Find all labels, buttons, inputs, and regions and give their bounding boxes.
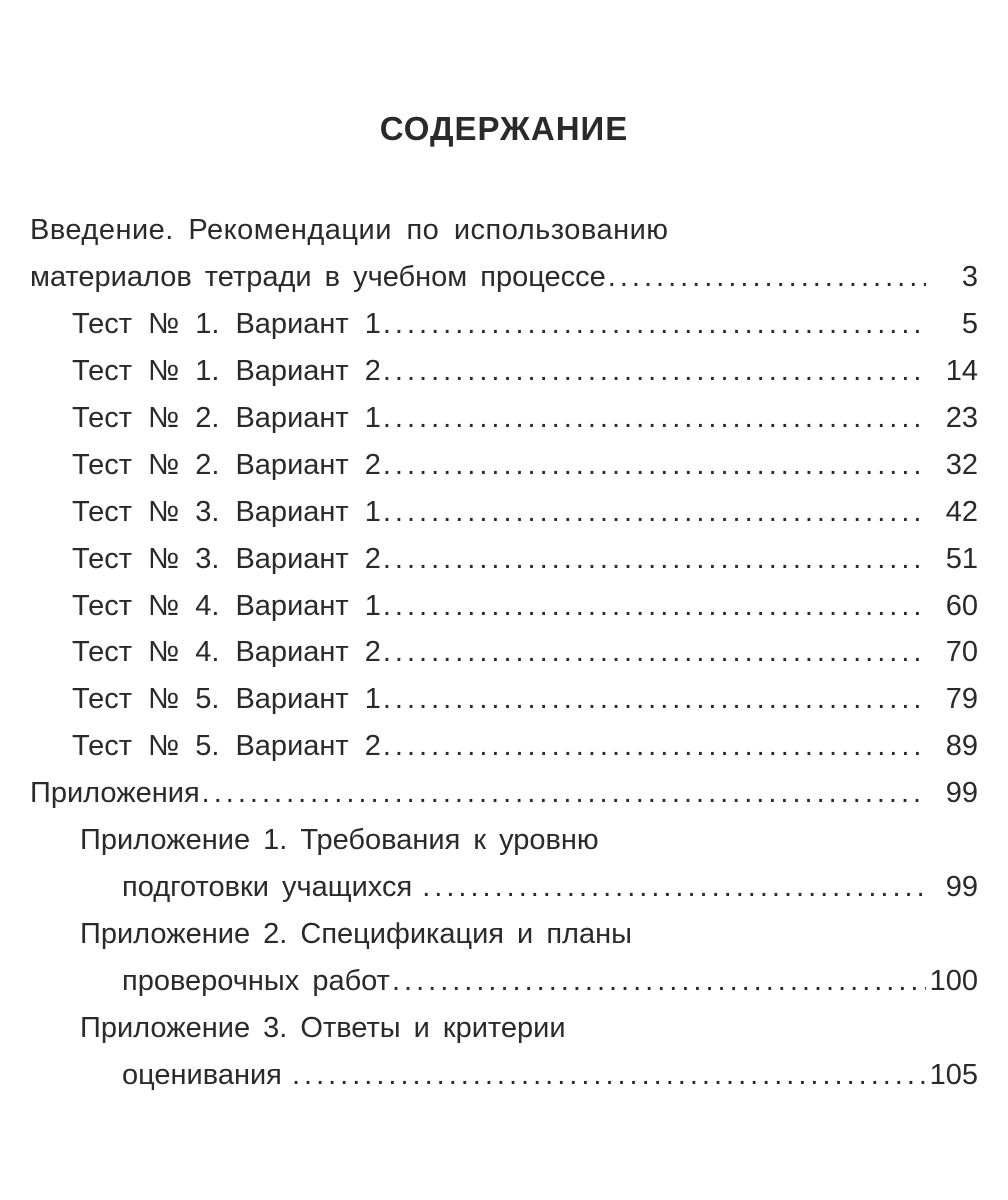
test-page: 32 — [928, 443, 978, 488]
test-page: 60 — [928, 584, 978, 629]
toc-entry-test: Тест № 3. Вариант 2 51 — [30, 537, 978, 582]
appendices-page: 99 — [928, 771, 978, 816]
test-label: Тест № 4. Вариант 2 — [72, 630, 381, 675]
toc-entry-test: Тест № 1. Вариант 1 5 — [30, 302, 978, 347]
appendix-label-cont: оценивания — [122, 1053, 282, 1098]
toc-entry-test: Тест № 4. Вариант 1 60 — [30, 584, 978, 629]
dot-leader — [292, 1053, 926, 1098]
dot-leader — [383, 724, 926, 769]
toc-entry-test: Тест № 2. Вариант 2 32 — [30, 443, 978, 488]
test-page: 42 — [928, 490, 978, 535]
appendix-line1: Приложение 3. Ответы и критерии — [30, 1006, 978, 1051]
dot-leader — [202, 771, 926, 816]
appendix-line1: Приложение 1. Требования к уровню — [30, 818, 978, 863]
intro-page: 3 — [928, 255, 978, 300]
appendix-label-cont: подготовки учащихся — [122, 865, 412, 910]
toc-title: СОДЕРЖАНИЕ — [30, 110, 978, 148]
intro-line1: Введение. Рекомендации по использованию — [30, 208, 978, 253]
appendices-header: Приложения 99 — [30, 771, 978, 816]
appendix-label-cont: проверочных работ — [122, 959, 390, 1004]
appendix-line1: Приложение 2. Спецификация и планы — [30, 912, 978, 957]
appendix-line2: проверочных работ 100 — [30, 959, 978, 1004]
dot-leader — [383, 443, 926, 488]
test-page: 14 — [928, 349, 978, 394]
appendices-label: Приложения — [30, 771, 200, 816]
spacer — [412, 865, 420, 910]
toc-entry-test: Тест № 4. Вариант 2 70 — [30, 630, 978, 675]
toc-body: Введение. Рекомендации по использованию … — [30, 208, 978, 1098]
test-page: 23 — [928, 396, 978, 441]
toc-entry-test: Тест № 2. Вариант 1 23 — [30, 396, 978, 441]
dot-leader — [383, 396, 926, 441]
spacer — [282, 1053, 290, 1098]
test-label: Тест № 5. Вариант 2 — [72, 724, 381, 769]
dot-leader — [383, 490, 926, 535]
test-label: Тест № 2. Вариант 1 — [72, 396, 381, 441]
appendix-page: 99 — [928, 865, 978, 910]
dot-leader — [383, 349, 926, 394]
appendix-line2: оценивания 105 — [30, 1053, 978, 1098]
test-label: Тест № 3. Вариант 2 — [72, 537, 381, 582]
test-label: Тест № 5. Вариант 1 — [72, 677, 381, 722]
test-page: 51 — [928, 537, 978, 582]
toc-entry-test: Тест № 5. Вариант 2 89 — [30, 724, 978, 769]
appendix-page: 105 — [928, 1053, 978, 1098]
dot-leader — [392, 959, 926, 1004]
test-label: Тест № 3. Вариант 1 — [72, 490, 381, 535]
dot-leader — [383, 630, 926, 675]
dot-leader — [383, 677, 926, 722]
test-label: Тест № 4. Вариант 1 — [72, 584, 381, 629]
dot-leader — [383, 584, 926, 629]
test-page: 5 — [928, 302, 978, 347]
toc-entry-test: Тест № 1. Вариант 2 14 — [30, 349, 978, 394]
appendix-page: 100 — [928, 959, 978, 1004]
test-page: 89 — [928, 724, 978, 769]
dot-leader — [422, 865, 926, 910]
toc-entry-test: Тест № 5. Вариант 1 79 — [30, 677, 978, 722]
appendix-line2: подготовки учащихся 99 — [30, 865, 978, 910]
dot-leader — [608, 255, 926, 300]
test-label: Тест № 2. Вариант 2 — [72, 443, 381, 488]
test-label: Тест № 1. Вариант 2 — [72, 349, 381, 394]
toc-entry-test: Тест № 3. Вариант 1 42 — [30, 490, 978, 535]
intro-label: материалов тетради в учебном процессе — [30, 255, 606, 300]
test-label: Тест № 1. Вариант 1 — [72, 302, 381, 347]
test-page: 79 — [928, 677, 978, 722]
dot-leader — [383, 302, 926, 347]
test-page: 70 — [928, 630, 978, 675]
intro-line2: материалов тетради в учебном процессе 3 — [30, 255, 978, 300]
dot-leader — [383, 537, 926, 582]
